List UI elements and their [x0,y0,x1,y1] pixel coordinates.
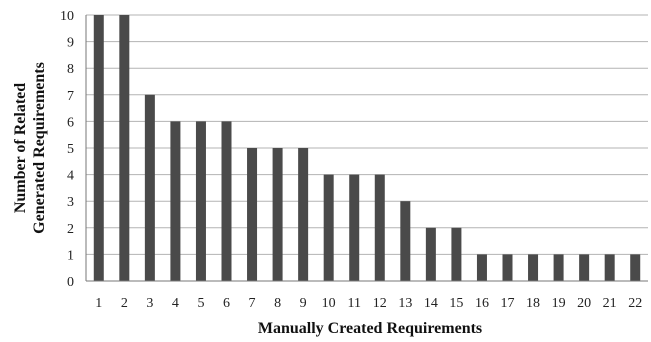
bar [323,174,334,281]
bar [553,254,564,281]
y-tick-label: 3 [67,195,74,210]
x-tick-label: 22 [628,296,642,311]
x-tick-label: 18 [526,296,540,311]
x-tick-label: 21 [603,296,617,311]
bar [425,227,436,281]
x-tick-label: 12 [373,296,387,311]
bar [247,148,258,281]
y-tick-labels: 0 1 2 3 4 5 6 7 8 9 10 [60,9,74,290]
x-tick-label: 17 [501,296,515,311]
bar [170,121,181,282]
bar [349,174,360,281]
bar [195,121,206,282]
bars [93,15,641,282]
bar [451,227,462,281]
bar [630,254,641,281]
x-tick-label: 10 [322,296,336,311]
y-tick-label: 0 [67,275,74,290]
x-tick-label: 20 [577,296,591,311]
bar [374,174,385,281]
bar [604,254,615,281]
bar [528,254,539,281]
x-tick-label: 13 [398,296,412,311]
y-tick-label: 9 [67,36,74,51]
y-tick-label: 5 [67,142,74,157]
bar [272,148,283,281]
x-tick-label: 8 [274,296,281,311]
bar [93,15,104,281]
y-tick-label: 1 [67,248,74,263]
bar [579,254,590,281]
x-tick-label: 3 [146,296,153,311]
x-tick-label: 19 [552,296,566,311]
x-tick-label: 11 [347,296,360,311]
x-tick-label: 15 [449,296,463,311]
bar [400,201,411,281]
y-tick-label: 8 [67,62,74,77]
x-tick-label: 14 [424,296,438,311]
y-tick-label: 6 [67,115,74,130]
y-tick-label: 7 [67,89,74,104]
axes [85,15,648,282]
bar [298,148,309,281]
x-tick-label: 6 [223,296,230,311]
y-tick-label: 2 [67,222,74,237]
x-tick-label: 1 [95,296,102,311]
x-tick-label: 16 [475,296,489,311]
x-tick-label: 4 [172,296,179,311]
y-tick-label: 10 [60,9,74,24]
x-tick-labels: 1 2 3 4 5 6 7 8 9 10 11 12 13 14 15 16 17 18 19 20 21 22 [95,296,642,311]
x-tick-label: 2 [121,296,128,311]
x-tick-label: 7 [249,296,256,311]
bar [221,121,232,282]
bar [144,94,155,281]
x-tick-label: 5 [197,296,204,311]
y-axis-title-line-2-text: Generated Requirements [31,62,48,234]
bar [502,254,513,281]
bar [119,15,130,281]
y-axis-title-line-1-text: Number of Related [12,83,29,213]
x-axis-title: Manually Created Requirements [258,320,482,337]
x-tick-label: 9 [300,296,307,311]
gridlines [86,14,648,255]
y-tick-label: 4 [67,169,74,184]
bar [476,254,487,281]
